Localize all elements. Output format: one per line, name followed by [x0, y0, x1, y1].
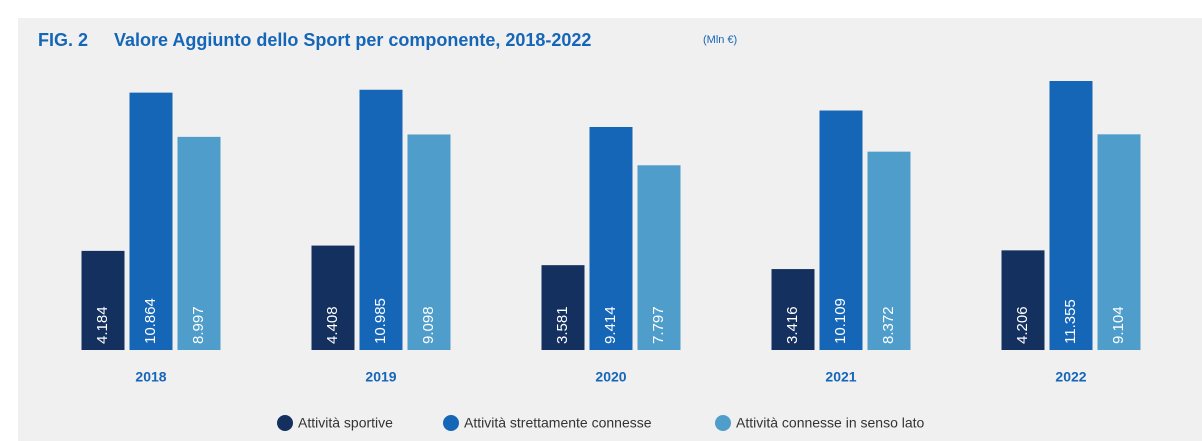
bar [1049, 81, 1093, 350]
bar [1001, 250, 1045, 350]
value-label: 10.864 [142, 298, 159, 344]
bar [177, 136, 221, 350]
value-label: 9.098 [420, 306, 437, 344]
legend-swatch [715, 415, 731, 431]
value-label: 11.355 [1062, 299, 1079, 344]
value-label: 9.414 [602, 306, 619, 344]
value-label: 7.797 [650, 306, 667, 344]
bar [589, 126, 633, 350]
value-label: 4.184 [94, 306, 111, 344]
value-label: 9.104 [1110, 306, 1127, 344]
bar [819, 110, 863, 350]
value-label: 3.416 [784, 306, 801, 344]
bar [771, 269, 815, 350]
x-tick-label: 2021 [825, 369, 856, 385]
bar [1097, 134, 1141, 350]
value-label: 8.997 [190, 306, 207, 344]
bar [359, 89, 403, 350]
value-label: 4.408 [324, 306, 341, 344]
x-tick-label: 2022 [1055, 369, 1086, 385]
bar [129, 92, 173, 351]
x-tick-label: 2019 [365, 369, 396, 385]
x-tick-label: 2018 [135, 369, 166, 385]
bar [407, 134, 451, 350]
value-label: 8.372 [880, 306, 897, 344]
legend-swatch [277, 415, 293, 431]
unit-label: (Mln €) [703, 34, 737, 46]
figure-label: FIG. 2 [38, 30, 88, 50]
value-label: 10.109 [832, 298, 849, 344]
x-tick-label: 2020 [595, 369, 626, 385]
legend-swatch [443, 415, 459, 431]
value-label: 3.581 [554, 306, 571, 344]
legend-label: Attività strettamente connesse [464, 415, 652, 431]
value-label: 4.206 [1014, 306, 1031, 344]
bar [637, 165, 681, 350]
bar [867, 151, 911, 350]
value-label: 10.985 [372, 298, 389, 344]
bar [311, 245, 355, 350]
bar [541, 265, 585, 350]
legend-label: Attività sportive [298, 415, 393, 431]
bar [81, 250, 125, 350]
legend-label: Attività connesse in senso lato [736, 415, 925, 431]
chart-title: Valore Aggiunto dello Sport per componen… [114, 30, 591, 50]
